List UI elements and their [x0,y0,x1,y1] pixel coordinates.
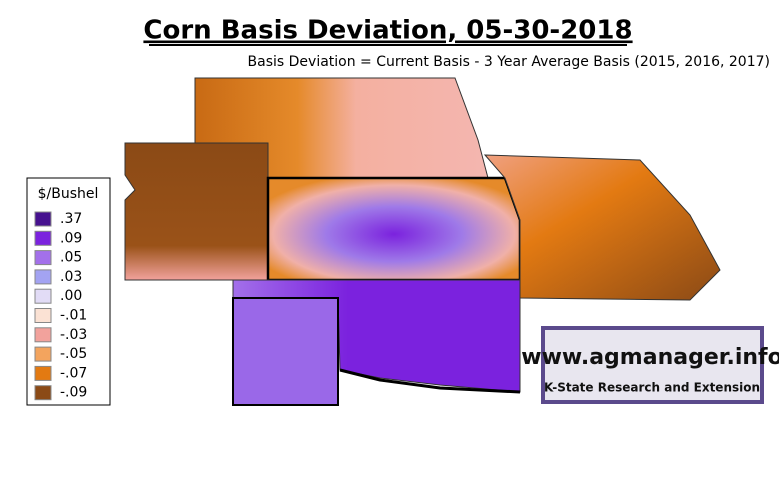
legend-label: .03 [60,269,82,285]
legend-swatch [34,250,52,266]
legend-label: .09 [60,230,82,246]
legend-swatch [34,385,52,401]
logo: www.agmanager.info K-State Research and … [521,326,779,404]
legend-label: -.01 [60,308,87,324]
legend-swatch [34,269,52,285]
legend-label: .00 [60,288,82,304]
legend-swatch [34,346,52,362]
logo-url: www.agmanager.info [521,345,779,370]
legend-label: -.07 [60,365,87,381]
red-river [339,368,521,394]
legend-swatch [34,327,52,343]
legend-swatch [34,365,52,381]
legend: $/Bushel .37 .09 .05 .03 .00 -.01 -.03 -.05 -.07… [26,177,111,406]
legend-swatch [34,288,52,304]
missouri [483,154,721,301]
legend-swatch [34,230,52,246]
texas-panhandle [232,297,339,406]
logo-org: K-State Research and Extension [544,381,760,395]
legend-swatch [34,308,52,323]
legend-label: .37 [60,211,82,227]
map [124,77,721,406]
legend-label: -.03 [60,327,87,343]
kansas [266,176,522,282]
legend-label: -.09 [60,385,87,401]
title: Corn Basis Deviation, 05-30-2018 [143,16,632,46]
legend-label: -.05 [60,346,87,362]
legend-label: .05 [60,250,82,266]
legend-swatch [34,211,52,227]
logo-box [541,326,764,404]
legend-title: $/Bushel [38,186,99,202]
legend-items: .37 .09 .05 .03 .00 -.01 -.03 -.05 -.07 -.09 [34,211,87,401]
colorado [124,142,269,281]
subtitle: Basis Deviation = Current Basis - 3 Year… [248,54,770,70]
